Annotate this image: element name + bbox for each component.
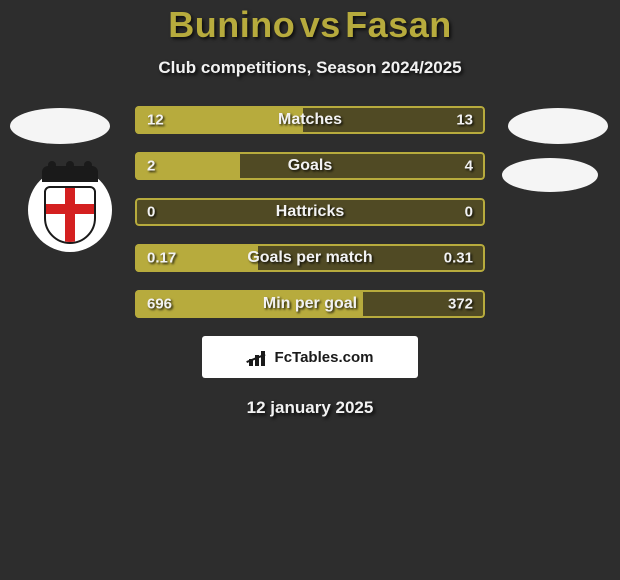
stat-value-left: 12	[147, 112, 164, 129]
attribution-badge: FcTables.com	[202, 336, 418, 378]
stat-bars: 12 Matches 13 2 Goals 4 0 Hattricks 0 0.17 Goals p…	[135, 106, 485, 318]
title-vs: vs	[300, 4, 341, 45]
stat-value-left: 2	[147, 158, 155, 175]
stat-bar-row: 12 Matches 13	[135, 106, 485, 134]
subtitle: Club competitions, Season 2024/2025	[0, 58, 620, 78]
team-left-shield-logo	[28, 168, 112, 252]
attribution-text: FcTables.com	[275, 349, 374, 366]
stats-area: 12 Matches 13 2 Goals 4 0 Hattricks 0 0.17 Goals p…	[0, 106, 620, 318]
stat-bar-row: 0.17 Goals per match 0.31	[135, 244, 485, 272]
stat-label: Min per goal	[263, 295, 357, 313]
stat-bar-row: 0 Hattricks 0	[135, 198, 485, 226]
team-left-logo-placeholder	[10, 108, 110, 144]
stat-label: Hattricks	[276, 203, 344, 221]
player-left-name: Bunino	[168, 4, 295, 45]
stat-bar-row: 696 Min per goal 372	[135, 290, 485, 318]
stat-value-right: 372	[448, 296, 473, 313]
player-right-name: Fasan	[345, 4, 452, 45]
stat-bar-row: 2 Goals 4	[135, 152, 485, 180]
stat-label: Goals	[288, 157, 332, 175]
comparison-card: Bunino vs Fasan Club competitions, Seaso…	[0, 0, 620, 418]
date-label: 12 january 2025	[0, 398, 620, 418]
title-row: Bunino vs Fasan	[0, 4, 620, 46]
stat-value-left: 0	[147, 204, 155, 221]
stat-value-right: 0.31	[444, 250, 473, 267]
chart-icon	[247, 348, 269, 366]
stat-value-right: 13	[456, 112, 473, 129]
stat-label: Matches	[278, 111, 342, 129]
stat-label: Goals per match	[247, 249, 372, 267]
stat-value-left: 0.17	[147, 250, 176, 267]
team-right-logo-placeholder-2	[502, 158, 598, 192]
stat-value-right: 4	[465, 158, 473, 175]
team-right-logo-placeholder-1	[508, 108, 608, 144]
stat-value-left: 696	[147, 296, 172, 313]
stat-value-right: 0	[465, 204, 473, 221]
